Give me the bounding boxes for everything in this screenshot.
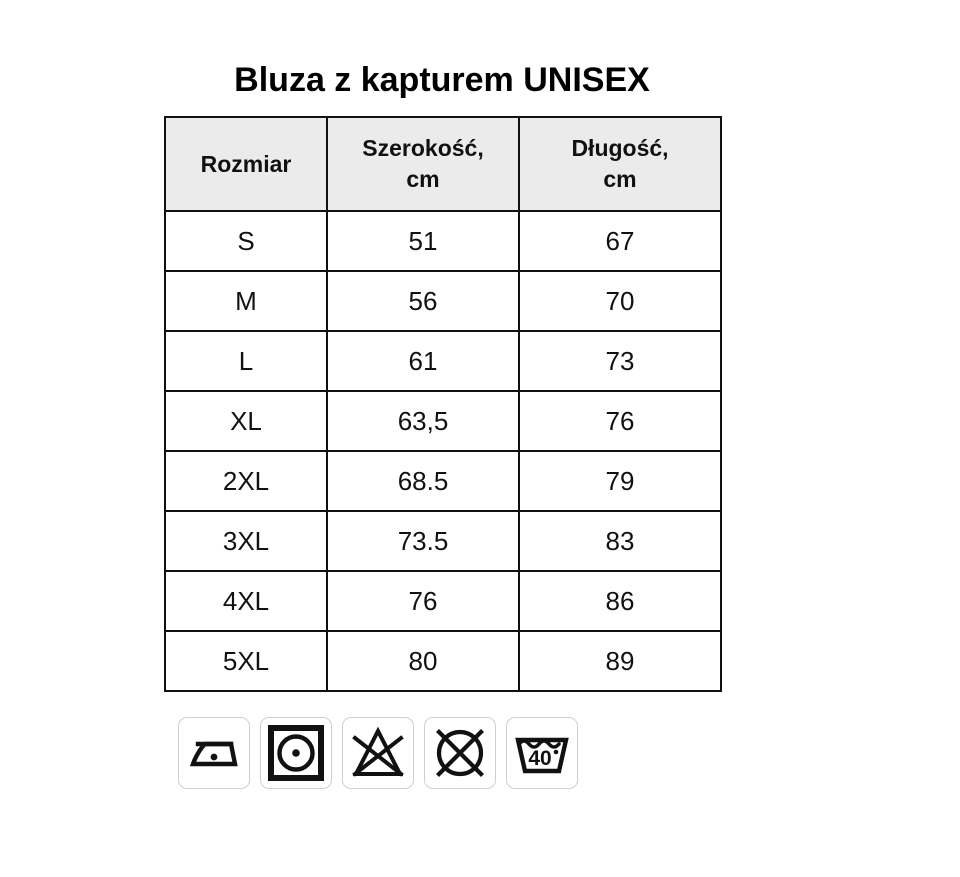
page-title: Bluza z kapturem UNISEX <box>234 61 650 99</box>
cell-size: 5XL <box>164 630 328 692</box>
cell-length: 70 <box>518 270 722 332</box>
wash-40-icon: 40 <box>513 724 571 782</box>
table-row: M 56 70 <box>164 270 722 332</box>
size-table-body: S 51 67 M 56 70 L 61 73 XL 63,5 76 2XL 6 <box>164 210 722 692</box>
do-not-bleach-icon <box>349 724 407 782</box>
table-header-row: Rozmiar Szerokość, cm Długość, cm <box>164 116 722 212</box>
care-tile-tumble-dry <box>260 717 332 789</box>
cell-width: 76 <box>326 570 520 632</box>
column-header-length-unit: cm <box>603 166 637 192</box>
cell-length: 67 <box>518 210 722 272</box>
table-row: S 51 67 <box>164 210 722 272</box>
cell-width: 63,5 <box>326 390 520 452</box>
column-header-length-label: Długość, <box>571 135 669 161</box>
cell-length: 73 <box>518 330 722 392</box>
table-row: 2XL 68.5 79 <box>164 450 722 512</box>
column-header-length: Długość, cm <box>518 116 722 212</box>
cell-length: 89 <box>518 630 722 692</box>
cell-width: 73.5 <box>326 510 520 572</box>
cell-width: 80 <box>326 630 520 692</box>
size-table-head: Rozmiar Szerokość, cm Długość, cm <box>164 116 722 212</box>
cell-size: M <box>164 270 328 332</box>
cell-size: XL <box>164 390 328 452</box>
column-header-width: Szerokość, cm <box>326 116 520 212</box>
cell-length: 79 <box>518 450 722 512</box>
column-header-width-label: Szerokość, <box>362 135 484 161</box>
table-row: XL 63,5 76 <box>164 390 722 452</box>
column-header-width-unit: cm <box>406 166 440 192</box>
cell-size: L <box>164 330 328 392</box>
table-row: 3XL 73.5 83 <box>164 510 722 572</box>
cell-size: 4XL <box>164 570 328 632</box>
cell-width: 51 <box>326 210 520 272</box>
care-tile-do-not-dry-clean <box>424 717 496 789</box>
cell-size: S <box>164 210 328 272</box>
care-instructions-strip: 40 <box>178 717 578 789</box>
care-tile-do-not-bleach <box>342 717 414 789</box>
cell-width: 68.5 <box>326 450 520 512</box>
table-row: 4XL 76 86 <box>164 570 722 632</box>
cell-length: 86 <box>518 570 722 632</box>
care-tile-wash-40: 40 <box>506 717 578 789</box>
size-table: Rozmiar Szerokość, cm Długość, cm S 51 6… <box>164 116 722 692</box>
cell-size: 2XL <box>164 450 328 512</box>
table-row: 5XL 80 89 <box>164 630 722 692</box>
cell-width: 56 <box>326 270 520 332</box>
wash-temperature-label: 40 <box>528 747 551 770</box>
column-header-size-label: Rozmiar <box>200 150 292 177</box>
table-row: L 61 73 <box>164 330 722 392</box>
column-header-size: Rozmiar <box>164 116 328 212</box>
cell-width: 61 <box>326 330 520 392</box>
tumble-dry-icon <box>267 724 325 782</box>
cell-length: 76 <box>518 390 722 452</box>
do-not-dry-clean-icon <box>431 724 489 782</box>
cell-size: 3XL <box>164 510 328 572</box>
care-tile-iron <box>178 717 250 789</box>
iron-low-heat-icon <box>185 724 243 782</box>
cell-length: 83 <box>518 510 722 572</box>
